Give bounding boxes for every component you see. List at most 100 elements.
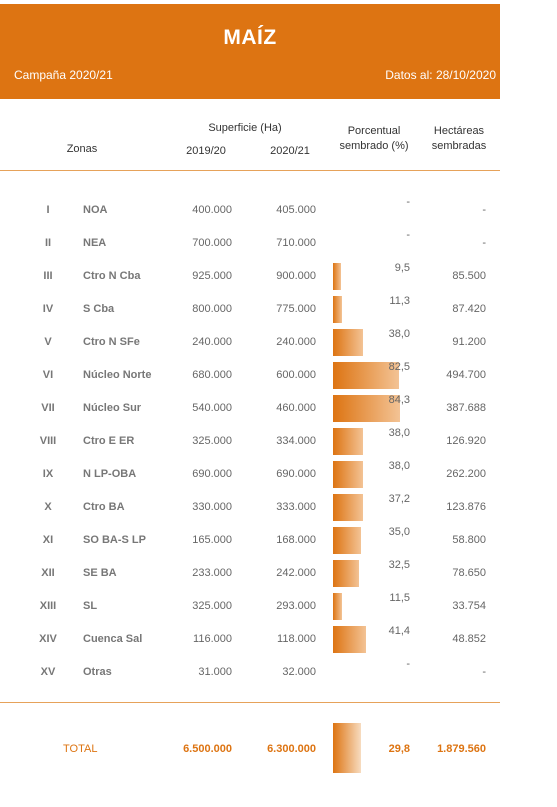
superficie-2019-20: 116.000 bbox=[193, 633, 232, 645]
header-divider bbox=[0, 170, 500, 171]
column-header-hectareas: Hectáreas sembradas bbox=[424, 124, 494, 154]
zone-number: VI bbox=[42, 369, 54, 381]
superficie-2019-20: 31.000 bbox=[198, 666, 232, 678]
percent-sembrado: 9,5 bbox=[394, 262, 410, 274]
porcentual-line1: Porcentual bbox=[347, 125, 401, 137]
zone-name: Ctro N SFe bbox=[83, 336, 140, 348]
hectareas-sembradas: 48.852 bbox=[452, 633, 486, 645]
zone-number: X bbox=[44, 501, 52, 513]
hectareas-line1: Hectáreas bbox=[433, 125, 485, 137]
table-row: XIII SL 325.000 293.000 11,5 33.754 bbox=[0, 590, 500, 623]
superficie-2020-21: 333.000 bbox=[276, 501, 316, 513]
table-row: I NOA 400.000 405.000 - - bbox=[0, 194, 500, 227]
total-percent-bar bbox=[333, 723, 361, 773]
percent-sembrado: - bbox=[406, 658, 410, 670]
table-row: II NEA 700.000 710.000 - - bbox=[0, 227, 500, 260]
zone-name: SO BA-S LP bbox=[83, 534, 146, 546]
superficie-2020-21: 460.000 bbox=[276, 402, 316, 414]
superficie-2020-21: 775.000 bbox=[276, 303, 316, 315]
percent-bar bbox=[333, 395, 401, 422]
percent-sembrado: 84,3 bbox=[388, 394, 410, 406]
column-header-year1: 2019/20 bbox=[186, 145, 226, 157]
percent-bar bbox=[333, 329, 364, 356]
hectareas-sembradas: 387.688 bbox=[446, 402, 486, 414]
hectareas-sembradas: 85.500 bbox=[452, 270, 486, 282]
percent-bar bbox=[333, 296, 343, 323]
superficie-2020-21: 293.000 bbox=[276, 600, 316, 612]
total-percent: 29,8 bbox=[388, 743, 410, 755]
superficie-2019-20: 400.000 bbox=[192, 204, 232, 216]
percent-sembrado: 38,0 bbox=[388, 460, 410, 472]
hectareas-sembradas: 33.754 bbox=[452, 600, 486, 612]
table-row: XIV Cuenca Sal 116.000 118.000 41,4 48.852 bbox=[0, 623, 500, 656]
zone-number: XII bbox=[41, 567, 55, 579]
column-header-superficie: Superficie (Ha) bbox=[208, 122, 282, 134]
superficie-2019-20: 330.000 bbox=[192, 501, 232, 513]
superficie-2020-21: 600.000 bbox=[276, 369, 316, 381]
zone-name: Cuenca Sal bbox=[83, 633, 143, 645]
superficie-2019-20: 925.000 bbox=[192, 270, 232, 282]
percent-sembrado: 37,2 bbox=[388, 493, 410, 505]
zone-name: S Cba bbox=[83, 303, 115, 315]
superficie-2019-20: 240.000 bbox=[192, 336, 232, 348]
hectareas-sembradas: 91.200 bbox=[452, 336, 486, 348]
percent-sembrado: 38,0 bbox=[388, 328, 410, 340]
zone-name: SL bbox=[83, 600, 98, 612]
superficie-2020-21: 900.000 bbox=[276, 270, 316, 282]
percent-sembrado: - bbox=[406, 229, 410, 241]
superficie-2019-20: 233.000 bbox=[192, 567, 232, 579]
percent-sembrado: 41,4 bbox=[388, 625, 410, 637]
total-superficie-2020-21: 6.300.000 bbox=[267, 743, 316, 755]
zone-number: XV bbox=[40, 666, 56, 678]
hectareas-sembradas: 494.700 bbox=[446, 369, 486, 381]
hectareas-sembradas: - bbox=[482, 237, 486, 249]
superficie-2020-21: 240.000 bbox=[276, 336, 316, 348]
zone-number: II bbox=[44, 237, 52, 249]
title-banner: MAÍZ Campaña 2020/21 Datos al: 28/10/202… bbox=[0, 4, 500, 99]
superficie-2020-21: 168.000 bbox=[276, 534, 316, 546]
percent-sembrado: 82,5 bbox=[388, 361, 410, 373]
table-row: VIII Ctro E ER 325.000 334.000 38,0 126.920 bbox=[0, 425, 500, 458]
percent-sembrado: 11,3 bbox=[389, 295, 410, 307]
zone-number: VII bbox=[41, 402, 55, 414]
hectareas-sembradas: - bbox=[482, 204, 486, 216]
zone-number: XI bbox=[42, 534, 54, 546]
hectareas-sembradas: 58.800 bbox=[452, 534, 486, 546]
superficie-2020-21: 334.000 bbox=[276, 435, 316, 447]
table-row: X Ctro BA 330.000 333.000 37,2 123.876 bbox=[0, 491, 500, 524]
superficie-2019-20: 690.000 bbox=[192, 468, 232, 480]
zone-name: Ctro E ER bbox=[83, 435, 135, 447]
table-row: VI Núcleo Norte 680.000 600.000 82,5 494.700 bbox=[0, 359, 500, 392]
percent-bar bbox=[333, 362, 399, 389]
zone-name: Ctro BA bbox=[83, 501, 125, 513]
superficie-2020-21: 242.000 bbox=[276, 567, 316, 579]
zone-number: XIV bbox=[39, 633, 57, 645]
hectareas-sembradas: 262.200 bbox=[446, 468, 486, 480]
zone-number: IX bbox=[42, 468, 54, 480]
percent-bar bbox=[333, 461, 364, 488]
table-row: XV Otras 31.000 32.000 - - bbox=[0, 656, 500, 689]
column-header-zonas: Zonas bbox=[66, 143, 98, 155]
zone-number: XIII bbox=[39, 600, 57, 612]
superficie-2020-21: 405.000 bbox=[276, 204, 316, 216]
percent-bar bbox=[333, 626, 367, 653]
total-hectareas: 1.879.560 bbox=[437, 743, 486, 755]
zone-number: III bbox=[43, 270, 53, 282]
percent-bar bbox=[333, 494, 363, 521]
hectareas-line2: sembradas bbox=[431, 140, 487, 152]
percent-bar bbox=[333, 527, 361, 554]
percent-sembrado: 35,0 bbox=[388, 526, 410, 538]
superficie-2019-20: 540.000 bbox=[192, 402, 232, 414]
percent-sembrado: - bbox=[406, 196, 410, 208]
zone-name: NEA bbox=[83, 237, 107, 249]
table-row: XII SE BA 233.000 242.000 32,5 78.650 bbox=[0, 557, 500, 590]
percent-bar bbox=[333, 428, 364, 455]
zone-name: Ctro N Cba bbox=[83, 270, 141, 282]
table-row: VII Núcleo Sur 540.000 460.000 84,3 387.688 bbox=[0, 392, 500, 425]
hectareas-sembradas: 87.420 bbox=[452, 303, 486, 315]
zone-number: VIII bbox=[39, 435, 57, 447]
total-divider bbox=[0, 702, 500, 703]
hectareas-sembradas: 126.920 bbox=[446, 435, 486, 447]
table-row: IX N LP-OBA 690.000 690.000 38,0 262.200 bbox=[0, 458, 500, 491]
superficie-2019-20: 800.000 bbox=[192, 303, 232, 315]
